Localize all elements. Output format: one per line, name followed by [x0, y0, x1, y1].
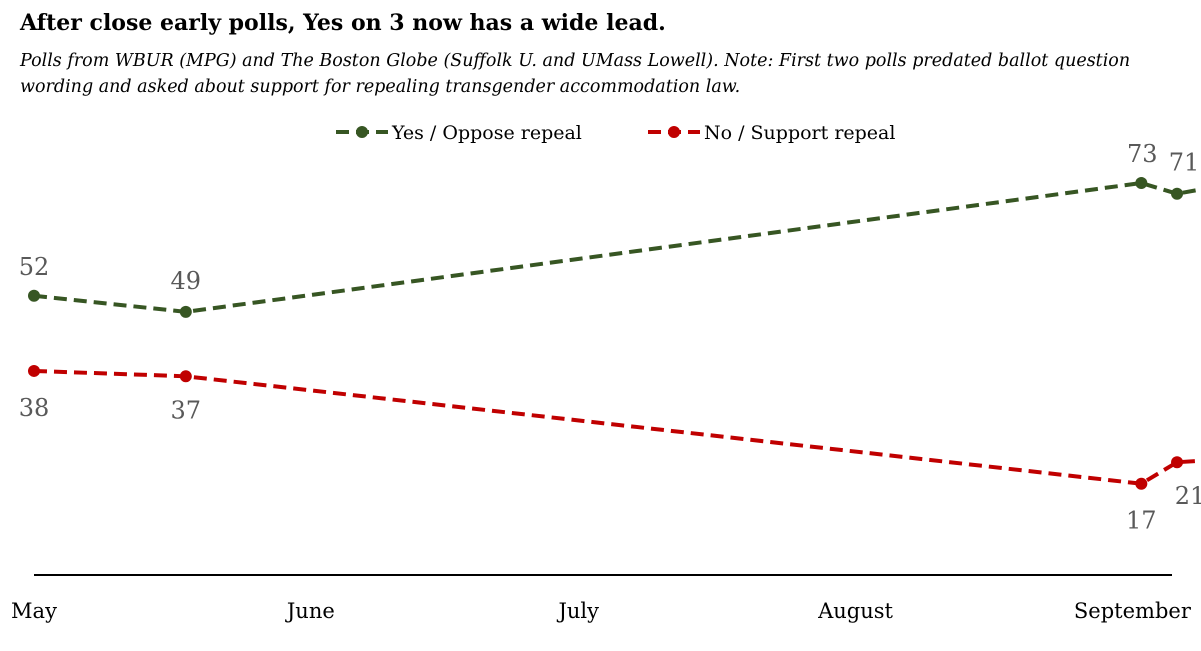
data-label: 37 — [171, 396, 202, 424]
data-point — [1171, 187, 1184, 200]
series-no-support-repeal: 3837172122 — [19, 364, 1201, 535]
data-label: 52 — [19, 253, 50, 281]
x-tick-label-august: August — [817, 599, 893, 623]
data-point — [28, 364, 40, 377]
data-label: 21 — [1175, 482, 1201, 510]
legend-label: Yes / Oppose repeal — [391, 122, 582, 144]
legend-swatch-marker — [668, 126, 680, 138]
legend-label: No / Support repeal — [704, 122, 895, 144]
series-line — [33, 368, 1201, 486]
data-label: 49 — [171, 267, 202, 295]
data-point — [28, 289, 40, 302]
legend-item-yes-oppose-repeal: Yes / Oppose repeal — [336, 122, 582, 144]
data-point — [179, 370, 192, 383]
series-layer: 52497371743837172122 — [19, 140, 1201, 535]
chart-subtitle: Polls from WBUR (MPG) and The Boston Glo… — [20, 51, 1131, 97]
data-label: 73 — [1127, 140, 1158, 168]
chart-title: After close early polls, Yes on 3 now ha… — [20, 10, 666, 36]
data-point — [1135, 477, 1148, 490]
x-tick-label-may: May — [11, 599, 57, 623]
legend: Yes / Oppose repeal No / Support repeal — [336, 122, 895, 144]
data-label: 38 — [19, 394, 50, 422]
x-tick-label-september: September — [1074, 599, 1192, 623]
legend-swatch-marker — [356, 126, 368, 138]
data-point — [1135, 176, 1148, 189]
x-tick-labels: May June July August September — [11, 599, 1192, 623]
series-line — [33, 180, 1201, 314]
data-point — [179, 305, 192, 318]
data-label: 17 — [1126, 507, 1157, 535]
series-yes-oppose-repeal: 5249737174 — [19, 140, 1201, 318]
legend-item-no-support-repeal: No / Support repeal — [648, 122, 895, 144]
x-tick-label-july: July — [556, 599, 599, 623]
data-point — [1171, 456, 1184, 469]
data-label: 71 — [1169, 149, 1200, 177]
x-tick-label-june: June — [285, 599, 335, 623]
